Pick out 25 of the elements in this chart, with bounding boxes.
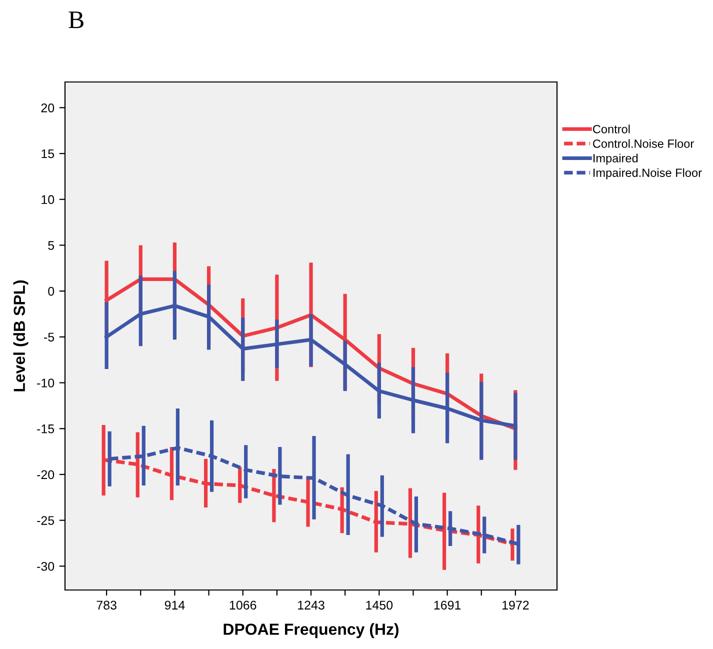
- legend-label: Control.Noise Floor: [593, 139, 694, 148]
- x-tick-label: 1066: [230, 600, 256, 610]
- x-tick-label: 783: [96, 600, 116, 610]
- y-tick-label: 5: [48, 241, 54, 250]
- x-tick-label: 914: [164, 600, 185, 610]
- y-tick-label: -5: [44, 332, 54, 342]
- x-axis-title: DPOAE Frequency (Hz): [224, 623, 399, 638]
- x-tick-label: 1450: [366, 600, 393, 610]
- x-tick-label: 1691: [434, 600, 461, 610]
- legend-label: Impaired.Noise Floor: [594, 168, 702, 180]
- y-tick-label: 20: [41, 103, 54, 112]
- x-tick-label: 1972: [502, 600, 529, 610]
- y-tick-label: -20: [37, 470, 54, 480]
- y-tick-label: -10: [37, 378, 54, 388]
- y-tick-label: -25: [37, 516, 54, 525]
- y-tick-label: 15: [42, 149, 54, 158]
- y-tick-label: -30: [37, 562, 54, 571]
- y-tick-label: -15: [37, 424, 54, 434]
- y-axis-title: Level (dB SPL): [13, 280, 28, 392]
- y-tick-label: 0: [48, 286, 54, 296]
- chart-title: B: [68, 12, 84, 28]
- legend-label: Control: [593, 124, 630, 134]
- legend-label: Impaired: [594, 154, 638, 165]
- x-tick-label: 1243: [298, 600, 324, 610]
- y-tick-label: 10: [42, 195, 54, 204]
